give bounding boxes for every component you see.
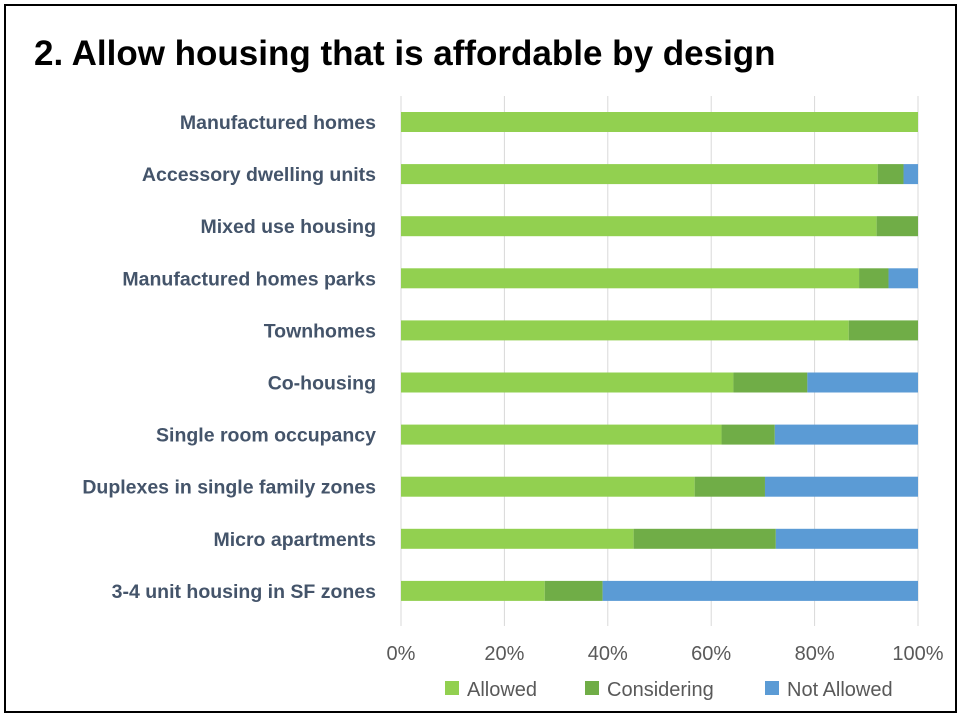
category-label: Single room occupancy [156, 425, 376, 447]
bar-not-allowed-3 [888, 268, 918, 289]
bar-considering-3 [859, 268, 889, 289]
category-labels: Manufactured homes Accessory dwelling uni… [82, 112, 376, 603]
x-tick-label: 100% [892, 643, 943, 665]
bar-not-allowed-7 [764, 476, 918, 497]
bar-considering-6 [721, 424, 775, 445]
bar-allowed-5 [401, 372, 734, 393]
bar-not-allowed-1 [903, 164, 918, 185]
bar-allowed-3 [401, 268, 860, 289]
category-label: Micro apartments [213, 529, 376, 551]
legend-swatch-allowed [445, 681, 459, 695]
bar-allowed-2 [401, 216, 877, 237]
category-label: 3-4 unit housing in SF zones [112, 581, 376, 603]
x-tick-label: 20% [484, 643, 524, 665]
bar-considering-5 [733, 372, 808, 393]
bar-considering-4 [848, 320, 918, 341]
x-axis-tick-labels: 0% 20% 40% 60% 80% 100% [387, 643, 944, 665]
x-tick-label: 0% [387, 643, 416, 665]
category-label: Manufactured homes parks [122, 268, 376, 290]
category-label: Accessory dwelling units [142, 164, 376, 186]
legend-swatch-considering [585, 681, 599, 695]
chart-title: 2. Allow housing that is affordable by d… [34, 34, 776, 73]
x-tick-label: 80% [795, 643, 835, 665]
bar-considering-2 [876, 216, 918, 237]
category-label: Mixed use housing [200, 216, 376, 238]
bar-allowed-8 [401, 528, 634, 549]
bar-allowed-4 [401, 320, 849, 341]
bar-considering-9 [544, 580, 603, 601]
legend-label: Considering [607, 679, 714, 701]
category-label: Duplexes in single family zones [82, 477, 376, 499]
bar-allowed-9 [401, 580, 545, 601]
legend-label: Allowed [467, 679, 537, 701]
bar-allowed-7 [401, 476, 695, 497]
legend-swatch-not-allowed [765, 681, 779, 695]
legend: Allowed Considering Not Allowed [445, 679, 893, 701]
category-label: Townhomes [264, 320, 376, 342]
bar-considering-1 [877, 164, 904, 185]
bar-not-allowed-9 [602, 580, 918, 601]
bar-series [401, 112, 918, 601]
bar-allowed-6 [401, 424, 722, 445]
bar-not-allowed-8 [775, 528, 918, 549]
legend-label: Not Allowed [787, 679, 893, 701]
bar-not-allowed-6 [774, 424, 918, 445]
bar-considering-8 [633, 528, 776, 549]
bar-allowed-0 [401, 112, 918, 132]
category-label: Manufactured homes [180, 112, 376, 134]
category-label: Co-housing [268, 373, 376, 395]
x-tick-label: 60% [691, 643, 731, 665]
bar-allowed-1 [401, 164, 878, 185]
x-tick-label: 40% [588, 643, 628, 665]
bar-considering-7 [694, 476, 765, 497]
bar-not-allowed-5 [807, 372, 918, 393]
